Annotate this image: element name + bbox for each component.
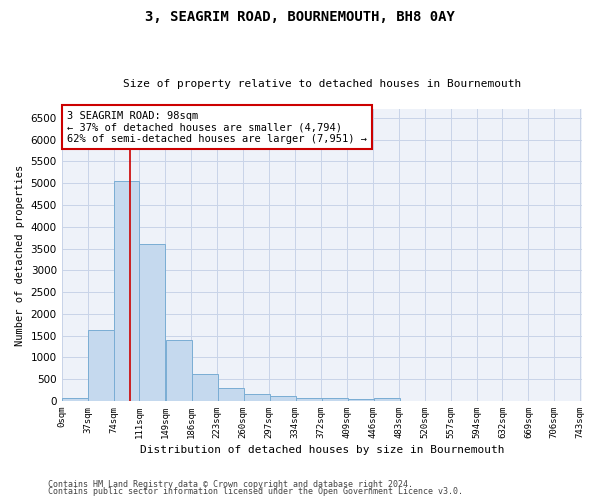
Bar [139,244,166,401]
Bar [270,396,296,401]
Bar [113,180,139,401]
Bar [349,398,374,401]
Bar [62,398,88,401]
Bar [166,340,192,401]
Bar [244,394,270,401]
Bar [296,398,322,401]
Bar [322,398,349,401]
Bar [218,388,244,401]
Text: Contains HM Land Registry data © Crown copyright and database right 2024.: Contains HM Land Registry data © Crown c… [48,480,413,489]
Text: Contains public sector information licensed under the Open Government Licence v3: Contains public sector information licen… [48,487,463,496]
Y-axis label: Number of detached properties: Number of detached properties [15,164,25,346]
Title: Size of property relative to detached houses in Bournemouth: Size of property relative to detached ho… [123,79,521,89]
Text: 3, SEAGRIM ROAD, BOURNEMOUTH, BH8 0AY: 3, SEAGRIM ROAD, BOURNEMOUTH, BH8 0AY [145,10,455,24]
Bar [88,330,113,401]
Bar [374,398,400,401]
X-axis label: Distribution of detached houses by size in Bournemouth: Distribution of detached houses by size … [140,445,504,455]
Bar [192,374,218,401]
Text: 3 SEAGRIM ROAD: 98sqm
← 37% of detached houses are smaller (4,794)
62% of semi-d: 3 SEAGRIM ROAD: 98sqm ← 37% of detached … [67,110,367,144]
